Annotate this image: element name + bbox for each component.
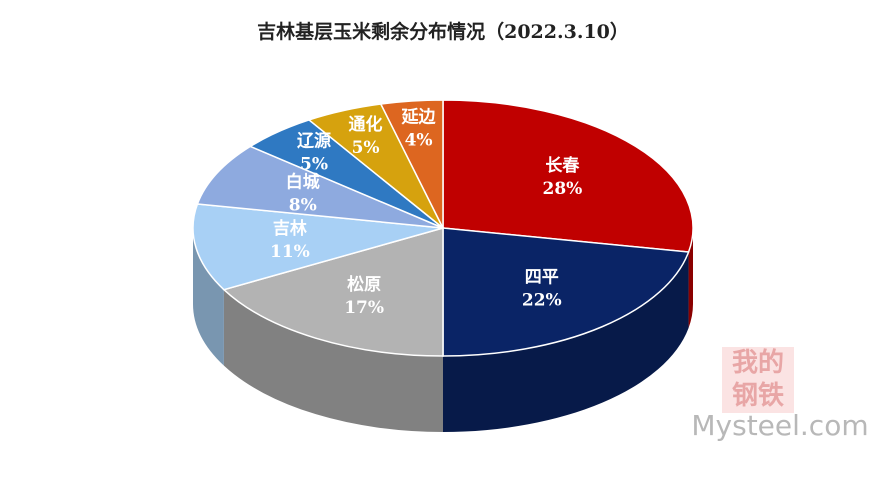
- slice-label: 四平: [525, 268, 559, 288]
- watermark-text: 钢铁: [732, 380, 784, 411]
- pie-tops: [192, 99, 694, 357]
- slice-value-label: 11%: [270, 242, 310, 262]
- slice: [442, 99, 694, 253]
- slice-label: 白城: [286, 172, 320, 193]
- pie: [192, 99, 694, 432]
- slice-label: 吉林: [273, 218, 307, 239]
- slice-value-label: 8%: [289, 196, 317, 216]
- slice-value-label: 22%: [522, 291, 562, 311]
- slice-value-label: 5%: [352, 138, 380, 158]
- slice-value-label: 17%: [344, 298, 384, 318]
- slice: [192, 203, 444, 291]
- slice: [442, 227, 690, 357]
- slice-side: [193, 228, 224, 366]
- slice-label: 辽源: [297, 131, 331, 152]
- slice: [222, 227, 444, 357]
- slice-label: 延边: [401, 106, 437, 127]
- slice-value-label: 4%: [405, 130, 433, 150]
- slice-label: 松原: [347, 274, 381, 295]
- watermark-box: [722, 347, 794, 413]
- slice-side: [688, 228, 693, 328]
- chart-title: 吉林基层玉米剩余分布情况（2022.3.10）: [257, 20, 629, 43]
- watermark: 我的 钢铁 Mysteel.com: [691, 347, 869, 442]
- slice: [379, 99, 444, 229]
- slice-side: [443, 251, 689, 432]
- slice-label: 长春: [545, 155, 579, 176]
- slice-value-label: 5%: [300, 155, 328, 175]
- watermark-text: 我的: [732, 347, 784, 378]
- slice-label: 通化: [349, 114, 383, 135]
- slice-value-label: 28%: [543, 179, 583, 199]
- slice: [196, 145, 444, 229]
- watermark-site: Mysteel.com: [691, 409, 868, 442]
